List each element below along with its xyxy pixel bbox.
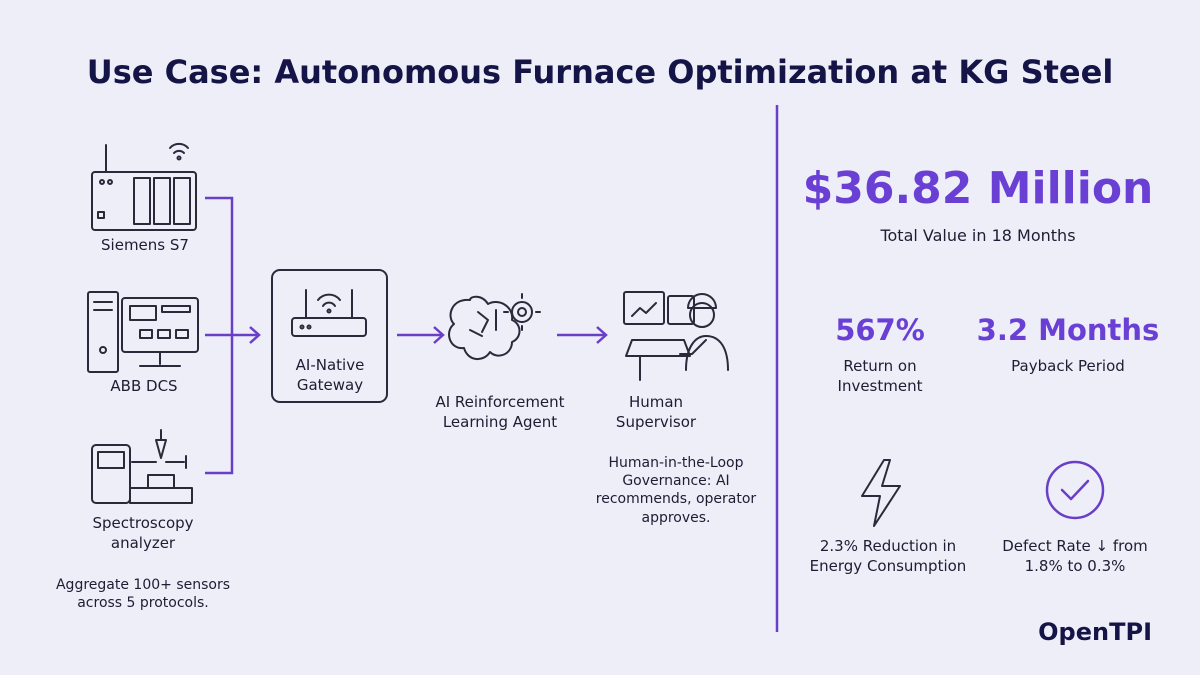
arrow-head (596, 326, 608, 344)
supervisor-icon (623, 291, 729, 381)
source-label: Siemens S7 (101, 236, 189, 254)
governance-note: Human-in-the-Loop Governance: AI recomme… (595, 455, 757, 526)
source-label: Spectroscopy analyzer (92, 514, 194, 552)
agent-label: AI Reinforcement Learning Agent (435, 393, 565, 431)
workstation-icon (87, 291, 199, 373)
sources-note: Aggregate 100+ sensors across 5 protocol… (55, 577, 231, 612)
headline-label: Total Value in 18 Months (880, 226, 1076, 245)
spectrometer-icon (91, 429, 193, 504)
supervisor-label: Human Supervisor (615, 393, 697, 431)
headline-value: $36.82 Million (802, 163, 1154, 214)
plc-icon (91, 142, 197, 231)
energy-icon (861, 459, 901, 527)
gateway-label: AI-Native Gateway (295, 356, 365, 394)
arrow-head (249, 326, 261, 344)
brain-icon (448, 293, 541, 360)
metric-label: Return on Investment (837, 357, 923, 395)
brand: OpenTPI (1038, 618, 1152, 646)
metric-value: 3.2 Months (976, 313, 1160, 347)
impact-label: 2.3% Reduction in Energy Consumption (809, 537, 967, 575)
source-label: ABB DCS (110, 377, 178, 395)
title: Use Case: Autonomous Furnace Optimizatio… (86, 53, 1114, 91)
metric-value: 567% (835, 313, 925, 347)
router-icon (291, 289, 367, 337)
quality-icon (1045, 460, 1105, 520)
arrow-head (433, 326, 445, 344)
impact-label: Defect Rate ↓ from 1.8% to 0.3% (1002, 537, 1148, 575)
metric-label: Payback Period (1011, 357, 1125, 375)
gateway-box (271, 269, 388, 403)
